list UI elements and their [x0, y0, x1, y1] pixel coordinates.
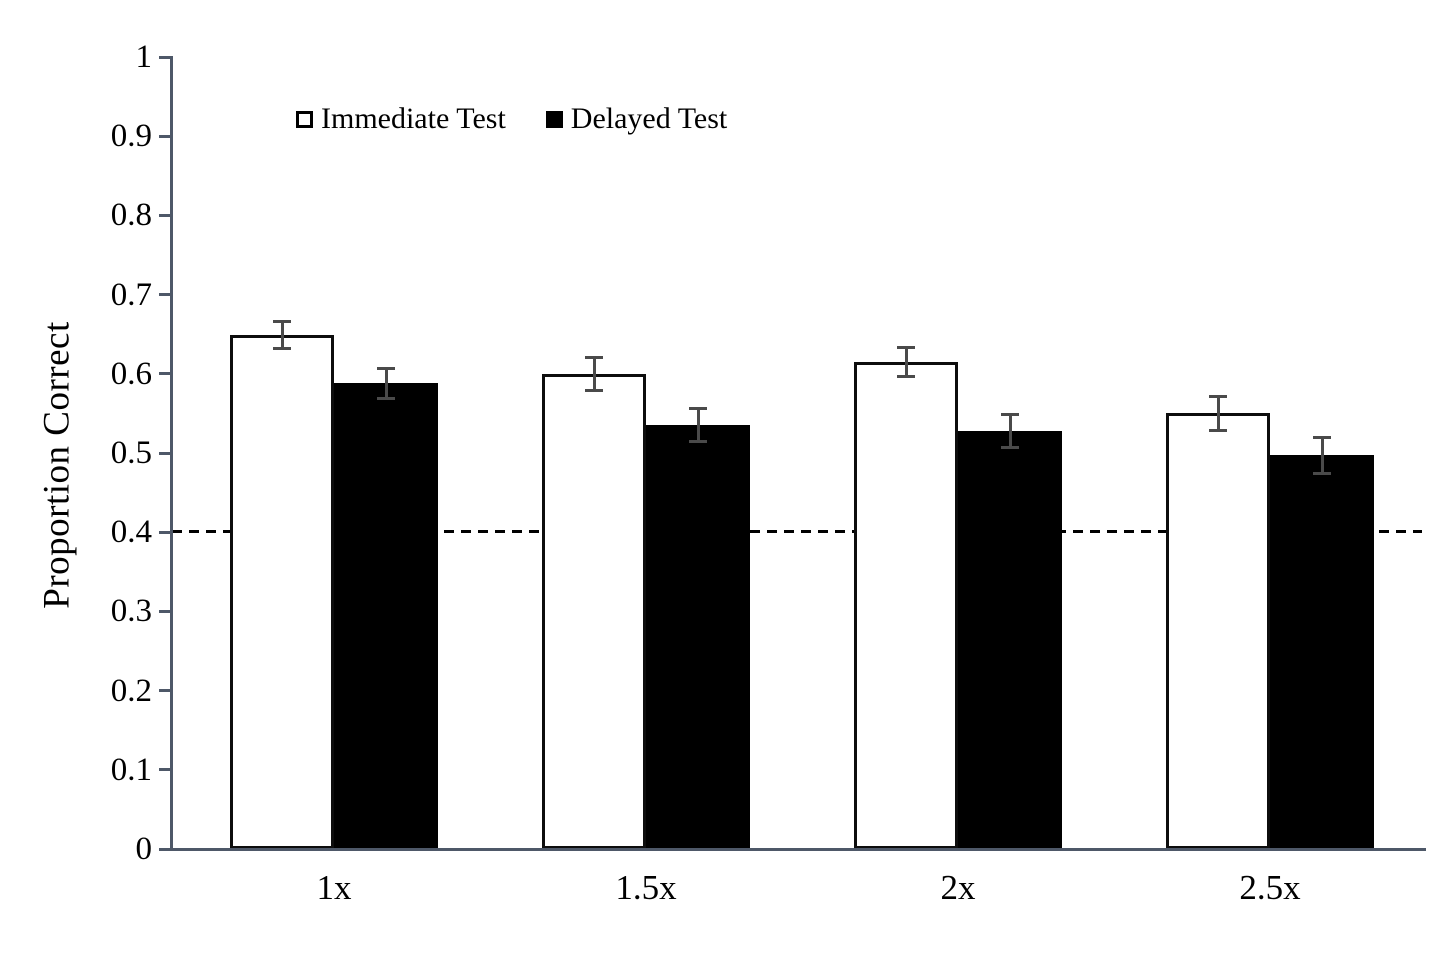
error-bar-cap-bottom	[1001, 445, 1019, 449]
y-tick-label: 0.1	[110, 751, 152, 788]
y-tick-mark	[159, 134, 172, 138]
legend-swatch-open-square-icon	[296, 110, 313, 128]
y-tick-mark	[159, 689, 172, 693]
y-tick-mark	[159, 609, 172, 613]
chance-reference-line	[172, 530, 1422, 533]
error-bar-cap-top	[1313, 435, 1331, 439]
x-tick-label-1x: 1x	[316, 868, 352, 907]
legend-label: Delayed Test	[570, 102, 728, 135]
y-tick-mark	[159, 530, 172, 534]
error-bar-cap-top	[585, 355, 603, 359]
y-tick-label: 0.6	[110, 355, 152, 392]
error-bar-cap-top	[273, 320, 291, 324]
error-bar-cap-top	[689, 407, 707, 411]
bar-open-2x	[854, 361, 958, 849]
error-bar	[592, 357, 596, 391]
y-tick-label: 0.9	[110, 118, 152, 155]
legend-label: Immediate Test	[321, 102, 506, 135]
error-bar	[384, 368, 388, 399]
x-tick-label-2x: 2x	[940, 868, 976, 907]
x-axis-line	[170, 848, 1426, 851]
error-bar-cap-top	[1209, 395, 1227, 399]
y-tick-mark	[159, 372, 172, 376]
y-tick-mark	[159, 293, 172, 297]
bar-solid-1.5x	[646, 425, 750, 849]
error-bar-cap-bottom	[897, 374, 915, 378]
error-bar	[696, 408, 700, 442]
x-tick-label-1.5x: 1.5x	[615, 868, 677, 907]
error-bar	[1216, 396, 1220, 431]
y-tick-mark	[159, 847, 172, 851]
bar-open-2.5x	[1166, 413, 1270, 849]
error-bar	[904, 347, 908, 377]
legend-item-solid: Delayed Test	[545, 102, 728, 136]
bar-open-1x	[230, 334, 334, 849]
y-tick-label: 0.8	[110, 197, 152, 234]
legend: Immediate Test Delayed Test	[296, 101, 727, 137]
error-bar-cap-bottom	[273, 346, 291, 350]
y-tick-label: 0.4	[110, 514, 152, 551]
y-tick-label: 1	[135, 39, 153, 75]
y-tick-mark	[159, 55, 172, 59]
legend-item-open: Immediate Test	[296, 102, 506, 136]
legend-swatch-solid-square-icon	[545, 110, 563, 128]
x-tick-label-2.5x: 2.5x	[1239, 868, 1301, 907]
bar-solid-1x	[334, 383, 438, 849]
error-bar-cap-bottom	[1209, 428, 1227, 432]
y-tick-label: 0.7	[110, 276, 152, 313]
error-bar-cap-bottom	[585, 388, 603, 392]
bar-solid-2x	[958, 430, 1062, 849]
y-tick-mark	[159, 213, 172, 217]
error-bar-cap-top	[897, 346, 915, 350]
y-tick-label: 0.3	[110, 593, 152, 630]
y-tick-mark	[159, 768, 172, 772]
error-bar	[280, 321, 284, 349]
y-tick-label: 0	[135, 831, 153, 867]
error-bar-cap-bottom	[377, 396, 395, 400]
bar-solid-2.5x	[1270, 455, 1374, 849]
error-bar-cap-bottom	[689, 440, 707, 444]
y-tick-mark	[159, 451, 172, 455]
error-bar	[1320, 437, 1324, 474]
y-tick-label: 0.2	[110, 672, 152, 709]
error-bar	[1008, 414, 1012, 448]
error-bar-cap-top	[1001, 412, 1019, 416]
error-bar-cap-top	[377, 366, 395, 370]
y-tick-label: 0.5	[110, 435, 152, 471]
bar-open-1.5x	[542, 373, 646, 849]
error-bar-cap-bottom	[1313, 472, 1331, 476]
